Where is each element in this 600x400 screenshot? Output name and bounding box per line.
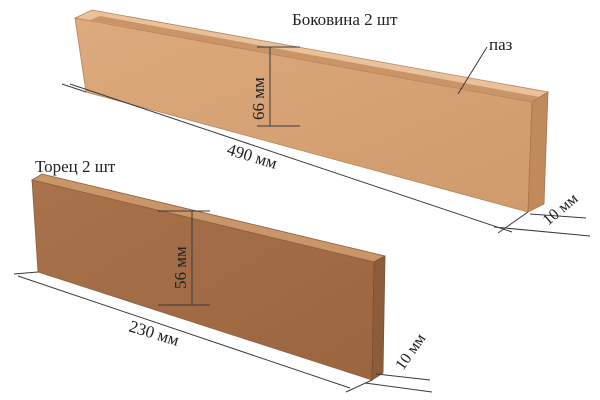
end-board	[30, 173, 387, 381]
end-board-end-edge	[371, 255, 386, 381]
side-board-thickness-label: 10 мм	[540, 190, 582, 229]
end-board-title: Торец 2 шт	[35, 157, 116, 176]
side-board-groove-label: паз	[489, 35, 513, 54]
side-board	[73, 9, 550, 213]
side-board-dimensions	[61, 46, 591, 237]
side-board-title: Боковина 2 шт	[292, 10, 398, 29]
end-board-thickness-label: 10 мм	[392, 331, 429, 374]
end-board-face	[31, 179, 375, 381]
side-board-height-label: 66 мм	[249, 77, 268, 120]
side-board-groove	[90, 16, 545, 104]
end-board-height-label: 56 мм	[171, 246, 190, 289]
side-board-end-edge	[527, 91, 549, 213]
side-board-face	[74, 17, 533, 213]
end-board-dimensions	[13, 210, 433, 393]
